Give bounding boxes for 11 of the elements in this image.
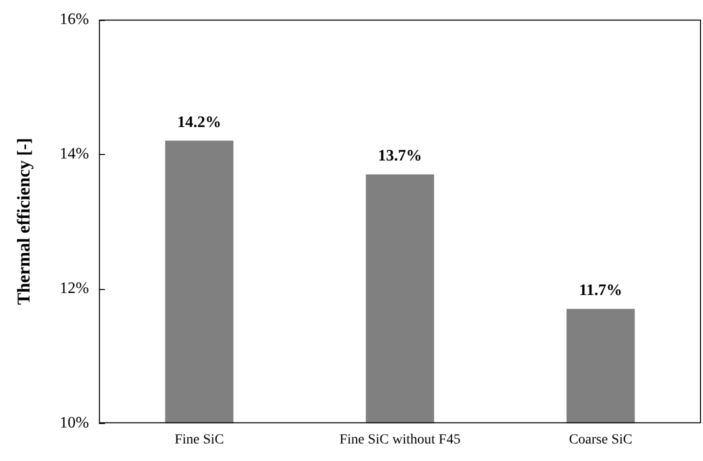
x-tick-label: Coarse SiC	[568, 432, 632, 448]
y-axis-title: Thermal efficiency [-]	[13, 138, 34, 305]
data-label: 11.7%	[579, 282, 622, 299]
data-label: 14.2%	[177, 114, 222, 131]
x-tick-label: Fine SiC	[174, 432, 224, 448]
y-tick-label: 12%	[60, 280, 89, 297]
y-tick-label: 14%	[60, 145, 89, 162]
data-label: 13.7%	[378, 147, 422, 164]
y-tick-label: 10%	[60, 414, 89, 432]
y-tick-label: 16%	[60, 10, 89, 28]
x-tick-label: Fine SiC without F45	[339, 432, 460, 448]
